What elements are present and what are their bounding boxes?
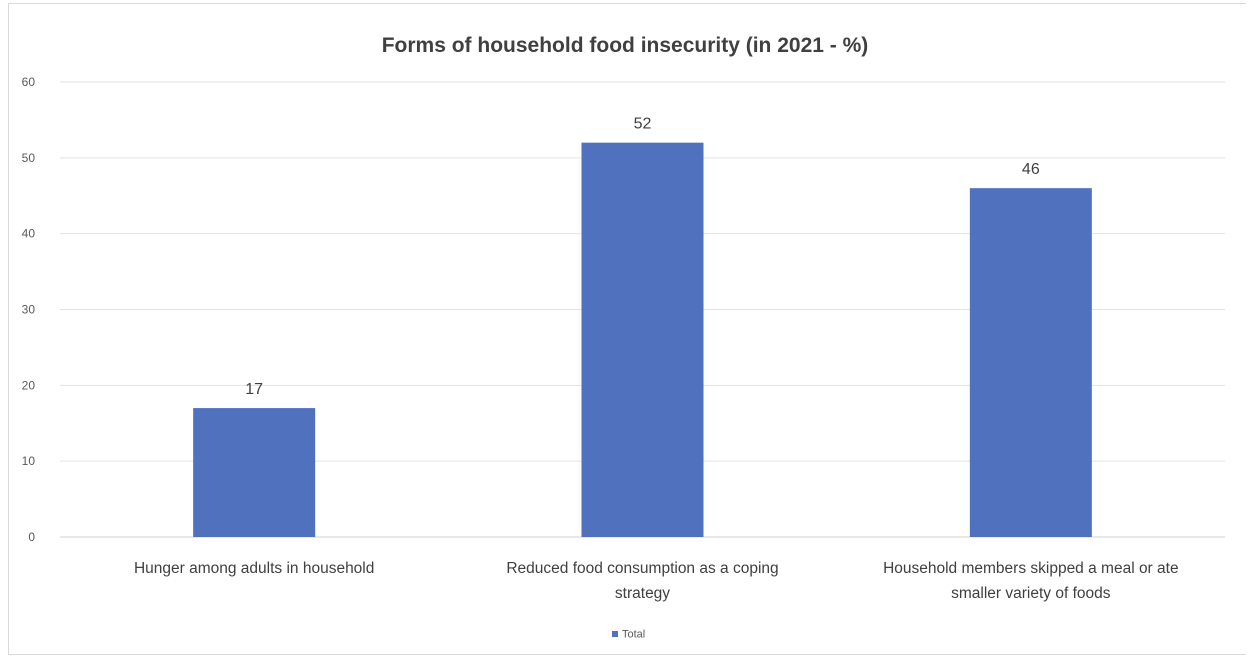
chart-title: Forms of household food insecurity (in 2… [382, 34, 869, 57]
x-category-label: strategy [615, 585, 670, 602]
legend-label-total: Total [622, 629, 645, 641]
x-category-label: Household members skipped a meal or ate [883, 560, 1179, 577]
data-label: 17 [245, 381, 263, 398]
x-category-label: Hunger among adults in household [134, 560, 374, 577]
bar [969, 188, 1092, 537]
x-category-label: smaller variety of foods [951, 585, 1111, 602]
y-tick-label: 0 [28, 530, 35, 544]
y-tick-label: 40 [22, 227, 36, 241]
y-tick-label: 60 [22, 75, 36, 89]
data-labels: 17 52 46 [245, 116, 1040, 398]
bars [193, 142, 1092, 537]
x-category-label: Reduced food consumption as a coping [506, 560, 778, 577]
bar [581, 142, 704, 537]
bar [193, 408, 316, 537]
y-tick-label: 30 [22, 303, 36, 317]
x-axis: Hunger among adults in household Reduced … [134, 560, 1179, 602]
legend-swatch-total [612, 631, 618, 637]
y-tick-label: 20 [22, 378, 36, 392]
y-tick-label: 50 [22, 151, 36, 165]
data-label: 52 [634, 116, 652, 133]
y-axis: 0 10 20 30 40 50 60 [22, 75, 36, 544]
data-label: 46 [1022, 161, 1040, 178]
legend: Total [612, 629, 645, 641]
y-tick-label: 10 [22, 454, 36, 468]
